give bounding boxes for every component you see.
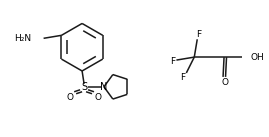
Text: F: F [170,57,175,66]
Text: H₂N: H₂N [15,34,32,43]
Text: O: O [222,78,229,87]
Text: F: F [180,73,185,82]
Text: N: N [100,82,108,92]
Text: F: F [196,30,201,39]
Text: S: S [81,82,87,92]
Text: OH: OH [251,53,265,62]
Text: O: O [67,93,74,102]
Text: O: O [94,93,101,102]
